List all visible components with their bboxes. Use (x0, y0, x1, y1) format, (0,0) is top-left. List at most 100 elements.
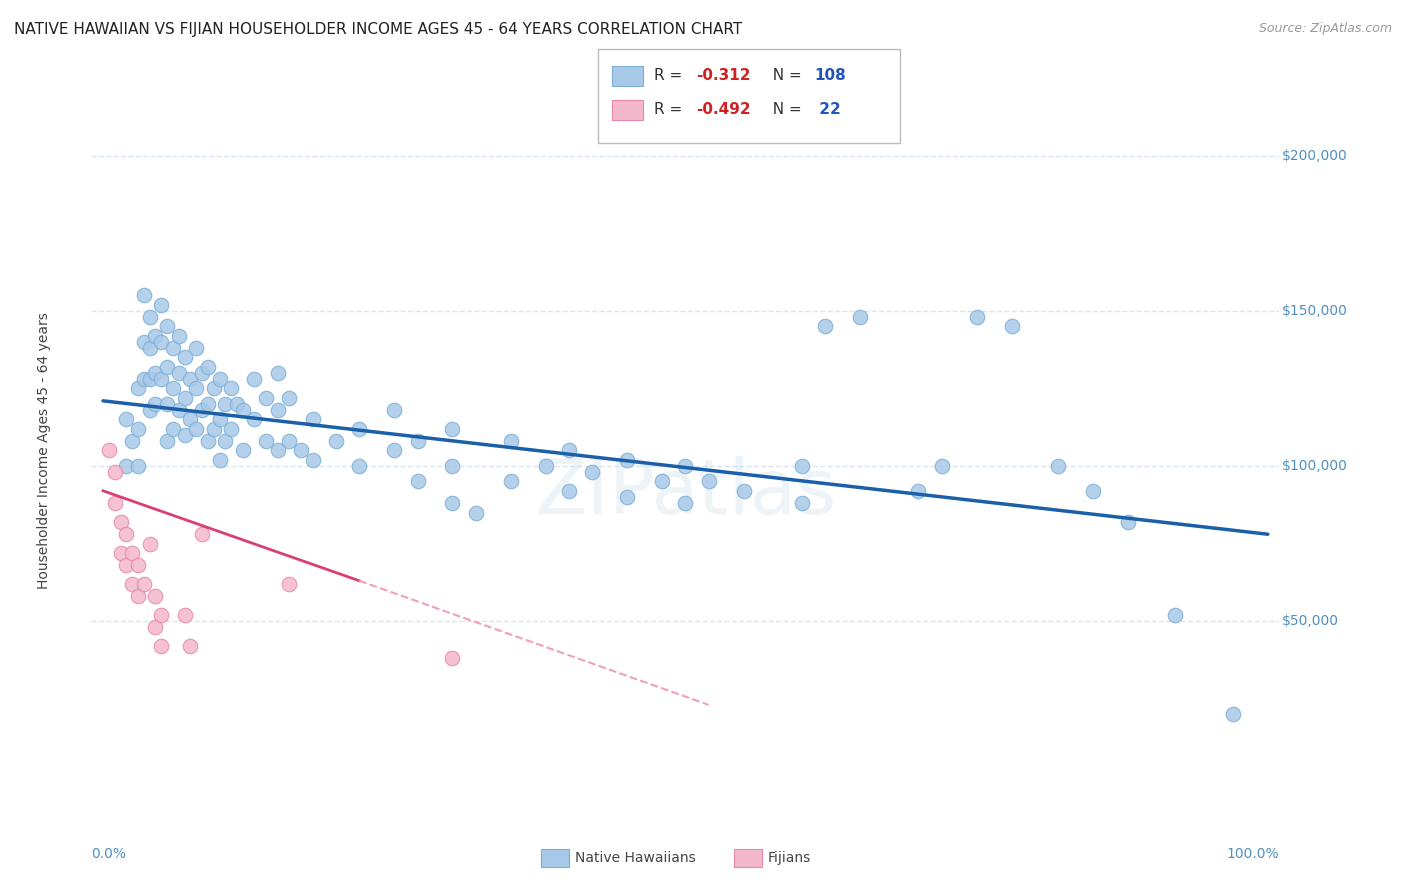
Point (278, 577, 301, 591)
Point (849, 310, 872, 324)
Point (534, 458, 557, 473)
Point (115, 558, 138, 573)
Point (150, 607, 173, 622)
Point (197, 434, 219, 449)
Point (219, 422, 242, 436)
Point (115, 458, 138, 473)
Point (132, 577, 155, 591)
Point (138, 310, 160, 324)
Point (697, 475, 720, 489)
Point (1047, 458, 1070, 473)
Text: Fijians: Fijians (768, 851, 811, 865)
Point (173, 391, 195, 405)
Point (145, 397, 167, 411)
Text: Source: ZipAtlas.com: Source: ZipAtlas.com (1258, 22, 1392, 36)
Point (115, 527, 138, 541)
Point (167, 403, 190, 417)
Point (616, 490, 638, 504)
Point (406, 434, 429, 449)
Point (208, 412, 231, 426)
Text: $150,000: $150,000 (1282, 304, 1348, 318)
Point (186, 381, 208, 395)
Point (290, 443, 312, 458)
Point (115, 412, 138, 426)
Text: -0.312: -0.312 (696, 69, 751, 83)
Text: $50,000: $50,000 (1282, 614, 1339, 628)
Point (150, 298, 173, 312)
Point (278, 434, 301, 449)
Point (208, 452, 231, 467)
Point (464, 506, 486, 520)
Point (186, 341, 208, 355)
Point (110, 515, 132, 529)
Point (127, 589, 149, 603)
Point (156, 397, 179, 411)
Point (931, 458, 953, 473)
Point (132, 372, 155, 386)
Point (179, 639, 201, 653)
Point (267, 366, 290, 380)
Point (232, 403, 254, 417)
Point (1116, 515, 1139, 529)
Point (202, 422, 225, 436)
Point (243, 372, 266, 386)
Point (138, 372, 160, 386)
Text: Householder Income Ages 45 - 64 years: Householder Income Ages 45 - 64 years (37, 312, 51, 589)
Text: 100.0%: 100.0% (1227, 847, 1279, 861)
Point (104, 465, 127, 479)
Point (138, 536, 160, 550)
Point (558, 443, 581, 458)
Point (733, 483, 755, 498)
Point (673, 458, 696, 473)
Point (127, 458, 149, 473)
Text: 22: 22 (814, 103, 841, 117)
Point (616, 452, 638, 467)
Point (254, 391, 277, 405)
Text: R =: R = (654, 103, 688, 117)
Point (499, 434, 522, 449)
Point (814, 319, 837, 334)
Text: -0.492: -0.492 (696, 103, 751, 117)
Text: N =: N = (763, 69, 807, 83)
Point (173, 607, 195, 622)
Point (441, 651, 464, 665)
Point (138, 341, 160, 355)
Point (191, 403, 214, 417)
Text: R =: R = (654, 69, 688, 83)
Point (127, 381, 149, 395)
Point (121, 434, 143, 449)
Point (325, 434, 347, 449)
Point (226, 397, 249, 411)
Point (167, 366, 190, 380)
Point (1163, 607, 1185, 622)
Point (232, 443, 254, 458)
Point (127, 558, 149, 573)
Point (110, 546, 132, 560)
Point (651, 475, 673, 489)
Point (145, 366, 167, 380)
Point (301, 452, 323, 467)
Text: $200,000: $200,000 (1282, 149, 1347, 162)
Point (673, 496, 696, 510)
Point (441, 422, 464, 436)
Point (558, 483, 581, 498)
Point (162, 422, 184, 436)
Point (441, 458, 464, 473)
Point (179, 412, 201, 426)
Point (132, 334, 155, 349)
Text: $100,000: $100,000 (1282, 459, 1348, 473)
Point (1000, 319, 1022, 334)
Point (186, 422, 208, 436)
Point (104, 496, 127, 510)
Point (150, 639, 173, 653)
Point (267, 403, 290, 417)
Point (150, 372, 173, 386)
Point (441, 496, 464, 510)
Point (790, 458, 813, 473)
Point (243, 412, 266, 426)
Text: Native Hawaiians: Native Hawaiians (575, 851, 696, 865)
Text: 108: 108 (814, 69, 846, 83)
Point (156, 434, 179, 449)
Point (499, 475, 522, 489)
Point (966, 310, 988, 324)
